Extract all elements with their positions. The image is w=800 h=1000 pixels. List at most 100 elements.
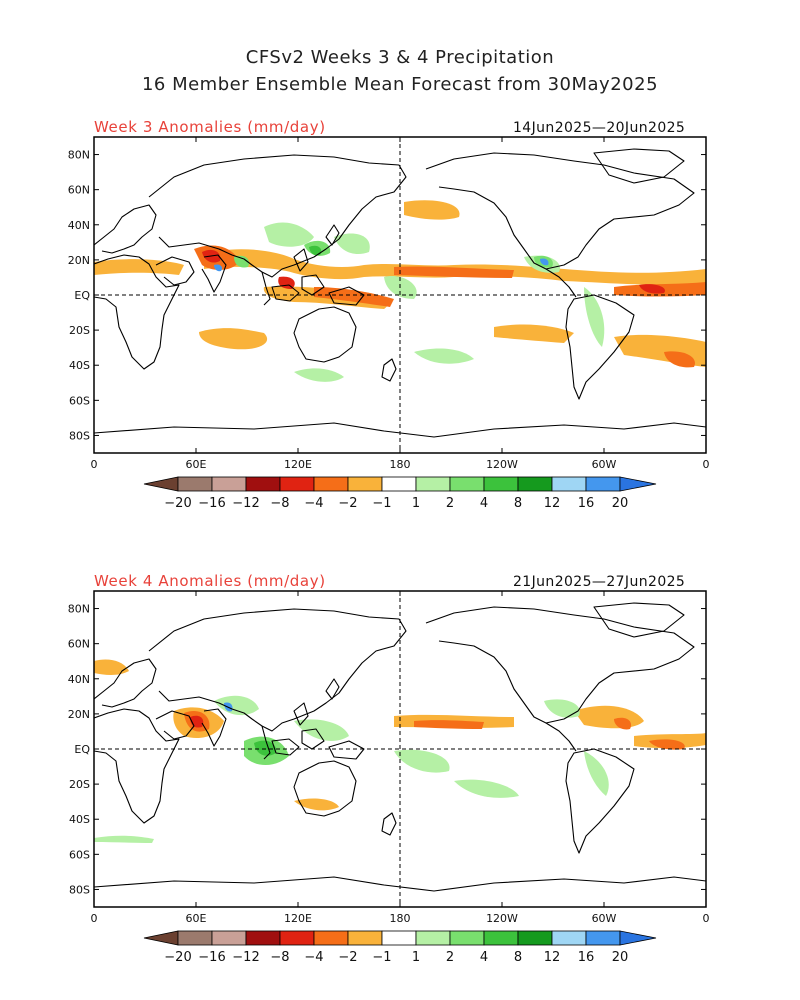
week4-colorbar-swatch — [585, 930, 621, 946]
week4-colorbar-swatch — [245, 930, 281, 946]
week3-lat-label: 40S — [69, 359, 90, 372]
week3-colorbar: −20 −16 −12 −8 −4 −2 −1 1 2 4 8 12 16 20 — [143, 476, 657, 511]
week4-colorbar-swatch — [415, 930, 451, 946]
week4-lon-label: 180 — [390, 912, 411, 925]
week3-map-panel: 80N 60N 40N 20N EQ 20S 40S 60S 80S 0 60E 120E 180 120… — [68, 136, 710, 471]
week3-colorbar-tick-label: −8 — [270, 496, 289, 511]
week3-colorbar-tick-label: 20 — [612, 496, 629, 511]
week3-colorbar-tick-label: −1 — [372, 496, 391, 511]
week4-lon-label: 0 — [91, 912, 98, 925]
week3-lat-label: 80N — [68, 149, 90, 162]
week3-colorbar-swatch — [347, 476, 383, 492]
week4-colorbar-swatch — [211, 930, 247, 946]
week3-colorbar-swatch — [245, 476, 281, 492]
week4-lat-label: 80S — [69, 883, 90, 896]
week4-lat-label: 60N — [68, 638, 90, 651]
week4-colorbar-tick-label: 20 — [612, 950, 629, 965]
week3-panel-title: Week 3 Anomalies (mm/day) — [94, 118, 326, 136]
week3-colorbar-low-cap — [143, 476, 179, 492]
week4-lat-label: 40N — [68, 673, 90, 686]
week4-lon-label: 60E — [186, 912, 207, 925]
week4-colorbar-tick-label: 12 — [544, 950, 561, 965]
week4-lat-label: 20N — [68, 708, 90, 721]
week4-colorbar-swatch — [279, 930, 315, 946]
week3-lon-label: 120W — [486, 458, 518, 471]
week3-colorbar-tick-label: −2 — [338, 496, 357, 511]
week3-lon-label: 60E — [186, 458, 207, 471]
week4-lat-label: EQ — [74, 743, 90, 756]
week3-colorbar-tick-label: −16 — [198, 496, 225, 511]
week4-colorbar-swatch — [177, 930, 213, 946]
week3-colorbar-high-cap — [619, 476, 657, 492]
week3-lat-label: 80S — [69, 429, 90, 442]
week3-colorbar-tick-label: −12 — [232, 496, 259, 511]
week3-lon-label: 0 — [91, 458, 98, 471]
week4-colorbar-tick-label: −2 — [338, 950, 357, 965]
week3-colorbar-tick-label: 1 — [412, 496, 420, 511]
week3-lon-label: 180 — [390, 458, 411, 471]
week4-colorbar-tick-label: 16 — [578, 950, 595, 965]
week4-colorbar-tick-label: −8 — [270, 950, 289, 965]
week4-colorbar-tick-label: −20 — [164, 950, 191, 965]
week3-lat-label: 40N — [68, 219, 90, 232]
week4-colorbar-tick-label: 2 — [446, 950, 454, 965]
week3-date-range: 14Jun2025—20Jun2025 — [513, 120, 686, 136]
week4-colorbar-swatch — [449, 930, 485, 946]
week4-panel-title: Week 4 Anomalies (mm/day) — [94, 572, 326, 590]
week3-axes: 80N 60N 40N 20N EQ 20S 40S 60S 80S 0 60E 120E 180 120… — [68, 137, 710, 471]
week3-colorbar-tick-label: −4 — [304, 496, 323, 511]
week3-lon-label: 60W — [592, 458, 617, 471]
week4-lat-label: 80N — [68, 603, 90, 616]
week3-colorbar-swatch — [551, 476, 587, 492]
week3-colorbar-swatch — [449, 476, 485, 492]
week4-colorbar-swatch — [347, 930, 383, 946]
week4-colorbar-tick-label: −12 — [232, 950, 259, 965]
week4-map-panel: 80N 60N 40N 20N EQ 20S 40S 60S 80S 0 60E 120E 180 120… — [68, 590, 710, 925]
week3-lat-label: 20N — [68, 254, 90, 267]
week3-lat-label: 60S — [69, 394, 90, 407]
week4-colorbar: −20 −16 −12 −8 −4 −2 −1 1 2 4 8 12 16 20 — [143, 930, 657, 965]
week3-lat-label: 20S — [69, 324, 90, 337]
week3-colorbar-swatch — [415, 476, 451, 492]
week4-colorbar-swatch — [313, 930, 349, 946]
week4-colorbar-swatch — [551, 930, 587, 946]
week4-lon-label: 0 — [703, 912, 710, 925]
week3-colorbar-swatch — [279, 476, 315, 492]
week3-lat-label: 60N — [68, 184, 90, 197]
week3-lon-label: 0 — [703, 458, 710, 471]
week3-colorbar-tick-label: 2 — [446, 496, 454, 511]
week3-colorbar-tick-label: 8 — [514, 496, 522, 511]
week4-colorbar-swatch — [483, 930, 519, 946]
week3-colorbar-swatch — [211, 476, 247, 492]
week4-lon-label: 120W — [486, 912, 518, 925]
week4-lon-label: 60W — [592, 912, 617, 925]
week3-lat-label: EQ — [74, 289, 90, 302]
week4-axes: 80N 60N 40N 20N EQ 20S 40S 60S 80S 0 60E 120E 180 120… — [68, 591, 710, 925]
week3-colorbar-swatch — [483, 476, 519, 492]
main-title-line-1: CFSv2 Weeks 3 & 4 Precipitation — [245, 47, 555, 68]
week4-colorbar-tick-label: −16 — [198, 950, 225, 965]
week3-lon-label: 120E — [284, 458, 312, 471]
week4-colorbar-high-cap — [619, 930, 657, 946]
week4-colorbar-tick-label: 4 — [480, 950, 488, 965]
week4-date-range: 21Jun2025—27Jun2025 — [513, 574, 686, 590]
week4-colorbar-tick-label: −4 — [304, 950, 323, 965]
week3-colorbar-tick-label: 4 — [480, 496, 488, 511]
week3-colorbar-swatch — [313, 476, 349, 492]
week4-colorbar-swatch — [517, 930, 553, 946]
week4-colorbar-swatch — [381, 930, 417, 946]
week4-lat-label: 60S — [69, 848, 90, 861]
week3-colorbar-tick-label: 12 — [544, 496, 561, 511]
week3-colorbar-swatch — [585, 476, 621, 492]
week4-lat-label: 20S — [69, 778, 90, 791]
main-title-line-2: 16 Member Ensemble Mean Forecast from 30… — [141, 74, 659, 95]
week4-colorbar-tick-label: 8 — [514, 950, 522, 965]
week4-colorbar-tick-label: −1 — [372, 950, 391, 965]
week3-colorbar-swatch — [517, 476, 553, 492]
week3-colorbar-swatch — [177, 476, 213, 492]
week4-colorbar-tick-label: 1 — [412, 950, 420, 965]
week4-colorbar-low-cap — [143, 930, 179, 946]
week4-lon-label: 120E — [284, 912, 312, 925]
week3-colorbar-tick-label: 16 — [578, 496, 595, 511]
